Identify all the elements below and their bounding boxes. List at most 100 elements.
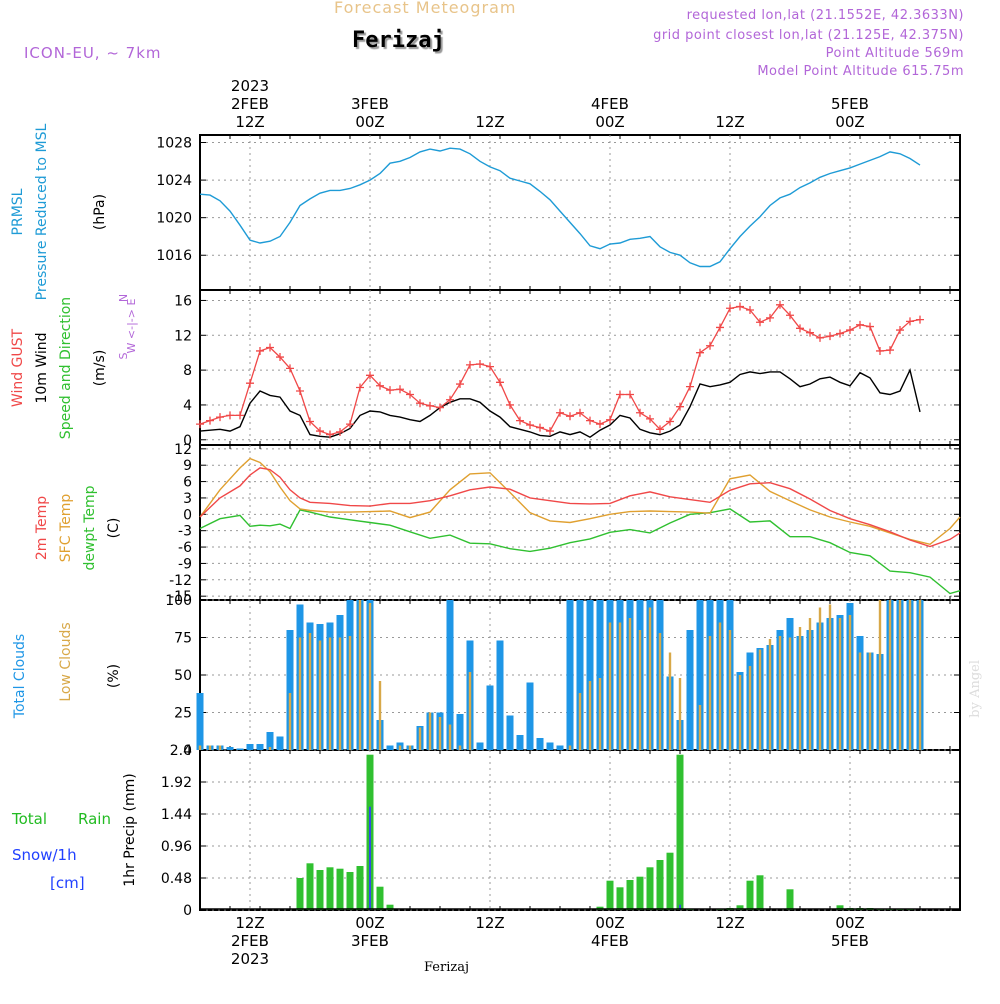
low-cloud-bar [728, 630, 732, 750]
wind-gust-marker [746, 306, 754, 315]
wind-gust-marker [786, 311, 794, 320]
wind-gust-marker [266, 343, 274, 352]
total-cloud-bar [526, 682, 534, 750]
wind-gust-marker [736, 302, 744, 311]
y-tick-label: 16 [174, 293, 192, 309]
low-cloud-bar [618, 622, 622, 750]
rain-bar [736, 905, 744, 910]
y-tick-label: 6 [183, 475, 192, 491]
low-cloud-bar [418, 727, 422, 750]
low-cloud-bar [288, 693, 292, 750]
low-cloud-bar [868, 652, 872, 750]
y-tick-label: 0 [183, 903, 192, 919]
rain-bar [616, 887, 624, 910]
wind-gust-marker [916, 315, 924, 324]
top-time-label: 5FEB [831, 95, 869, 113]
pressure-label-msl: Pressure Reduced to MSL [34, 123, 50, 300]
low-cloud-bar [668, 652, 672, 750]
low-cloud-bar [858, 652, 862, 750]
wind-gust-marker [806, 328, 814, 337]
total-cloud-bar [546, 742, 554, 750]
bottom-time-label: 2FEB [231, 932, 269, 950]
wind-gust-marker [766, 313, 774, 322]
low-cloud-bar [268, 747, 272, 750]
wind-gust-marker [296, 387, 304, 396]
wind-gust-marker [516, 416, 524, 425]
wind-gust-marker [706, 341, 714, 350]
low-cloud-bar [588, 681, 592, 750]
low-cloud-bar [638, 630, 642, 750]
pressure-line [199, 147, 921, 268]
y-tick-label: 12 [174, 328, 192, 344]
wind-speed-direction-label: Speed and Direction [58, 297, 74, 439]
wind-gust-marker [756, 318, 764, 327]
wind-gust-marker [466, 360, 474, 369]
requested-coords: requested lon,lat (21.1552E, 42.3633N) [686, 8, 964, 23]
top-time-label: 00Z [835, 113, 864, 131]
compass-we: W <-|-> E [125, 299, 138, 354]
y-tick-label: 8 [183, 363, 192, 379]
rain-bar [326, 867, 334, 910]
top-time-label: 4FEB [591, 95, 629, 113]
wind-gust-marker [406, 390, 414, 399]
sfc-temp-line [199, 457, 961, 546]
wind-gust-marker [616, 390, 624, 399]
precip-unit-label: 1hr Precip (mm) [122, 773, 138, 886]
low-cloud-bar [718, 622, 722, 750]
wind-gust-marker [576, 408, 584, 417]
low-cloud-bar [848, 615, 852, 750]
wind-gust-marker [396, 385, 404, 394]
panel-frame [199, 749, 961, 911]
low-cloud-bar [658, 633, 662, 750]
panel-wind: 0 4 8 12 16 [174, 289, 961, 449]
wind-gust-label: Wind GUST [10, 328, 26, 407]
panel-precip: 0 0.48 0.96 1.44 1.92 2.4 [161, 743, 961, 919]
low-cloud-bar [828, 604, 832, 750]
wind-gust-marker [236, 411, 244, 420]
wind-gust-marker [686, 382, 694, 391]
snow-bar [679, 904, 681, 910]
total-cloud-bar [486, 685, 494, 750]
low-cloud-bar [568, 745, 572, 750]
total-cloud-bar [506, 715, 514, 750]
bottom-time-label: 12Z [235, 914, 264, 932]
wind-gust-marker [526, 420, 534, 429]
low-cloud-bar [448, 724, 452, 750]
wind-gust-marker [656, 425, 664, 434]
low-cloud-bar [378, 681, 382, 750]
total-cloud-bar [696, 600, 704, 750]
low-cloud-bar [678, 678, 682, 750]
wind-gust-marker [596, 420, 604, 429]
low-cloud-bar [298, 637, 302, 750]
wind-gust-marker [646, 414, 654, 423]
bottom-time-label: 00Z [835, 914, 864, 932]
low-cloud-bar [808, 618, 812, 750]
total-cloud-bar [256, 744, 264, 750]
y-tick-label: -6 [178, 540, 192, 556]
wind-gust-marker [536, 423, 544, 432]
wind-gust-marker [456, 380, 464, 389]
wind-unit-label: (m/s) [92, 350, 108, 387]
wind-gust-marker [476, 360, 484, 369]
rain-bar [656, 860, 664, 910]
wind-gust-marker [436, 403, 444, 412]
low-cloud-bar [708, 636, 712, 750]
wind-gust-marker [336, 427, 344, 436]
top-time-label: 2023 [231, 77, 269, 95]
total-cloud-bar [596, 600, 604, 750]
low-cloud-bar [878, 600, 882, 750]
wind-gust-marker [246, 379, 254, 388]
y-tick-label: -12 [169, 573, 192, 589]
cloud-total-label: Total Clouds [12, 634, 28, 719]
y-tick-label: -3 [178, 524, 192, 540]
total-cloud-bar [386, 745, 394, 750]
rain-bar [676, 754, 684, 910]
low-cloud-bar [358, 600, 362, 750]
top-time-label: 12Z [715, 113, 744, 131]
wind-gust-marker [906, 317, 914, 326]
total-cloud-bar [586, 600, 594, 750]
wind-gust-marker [866, 322, 874, 331]
pressure-unit-label: (hPa) [92, 194, 108, 230]
y-tick-label: 2.4 [170, 743, 192, 759]
